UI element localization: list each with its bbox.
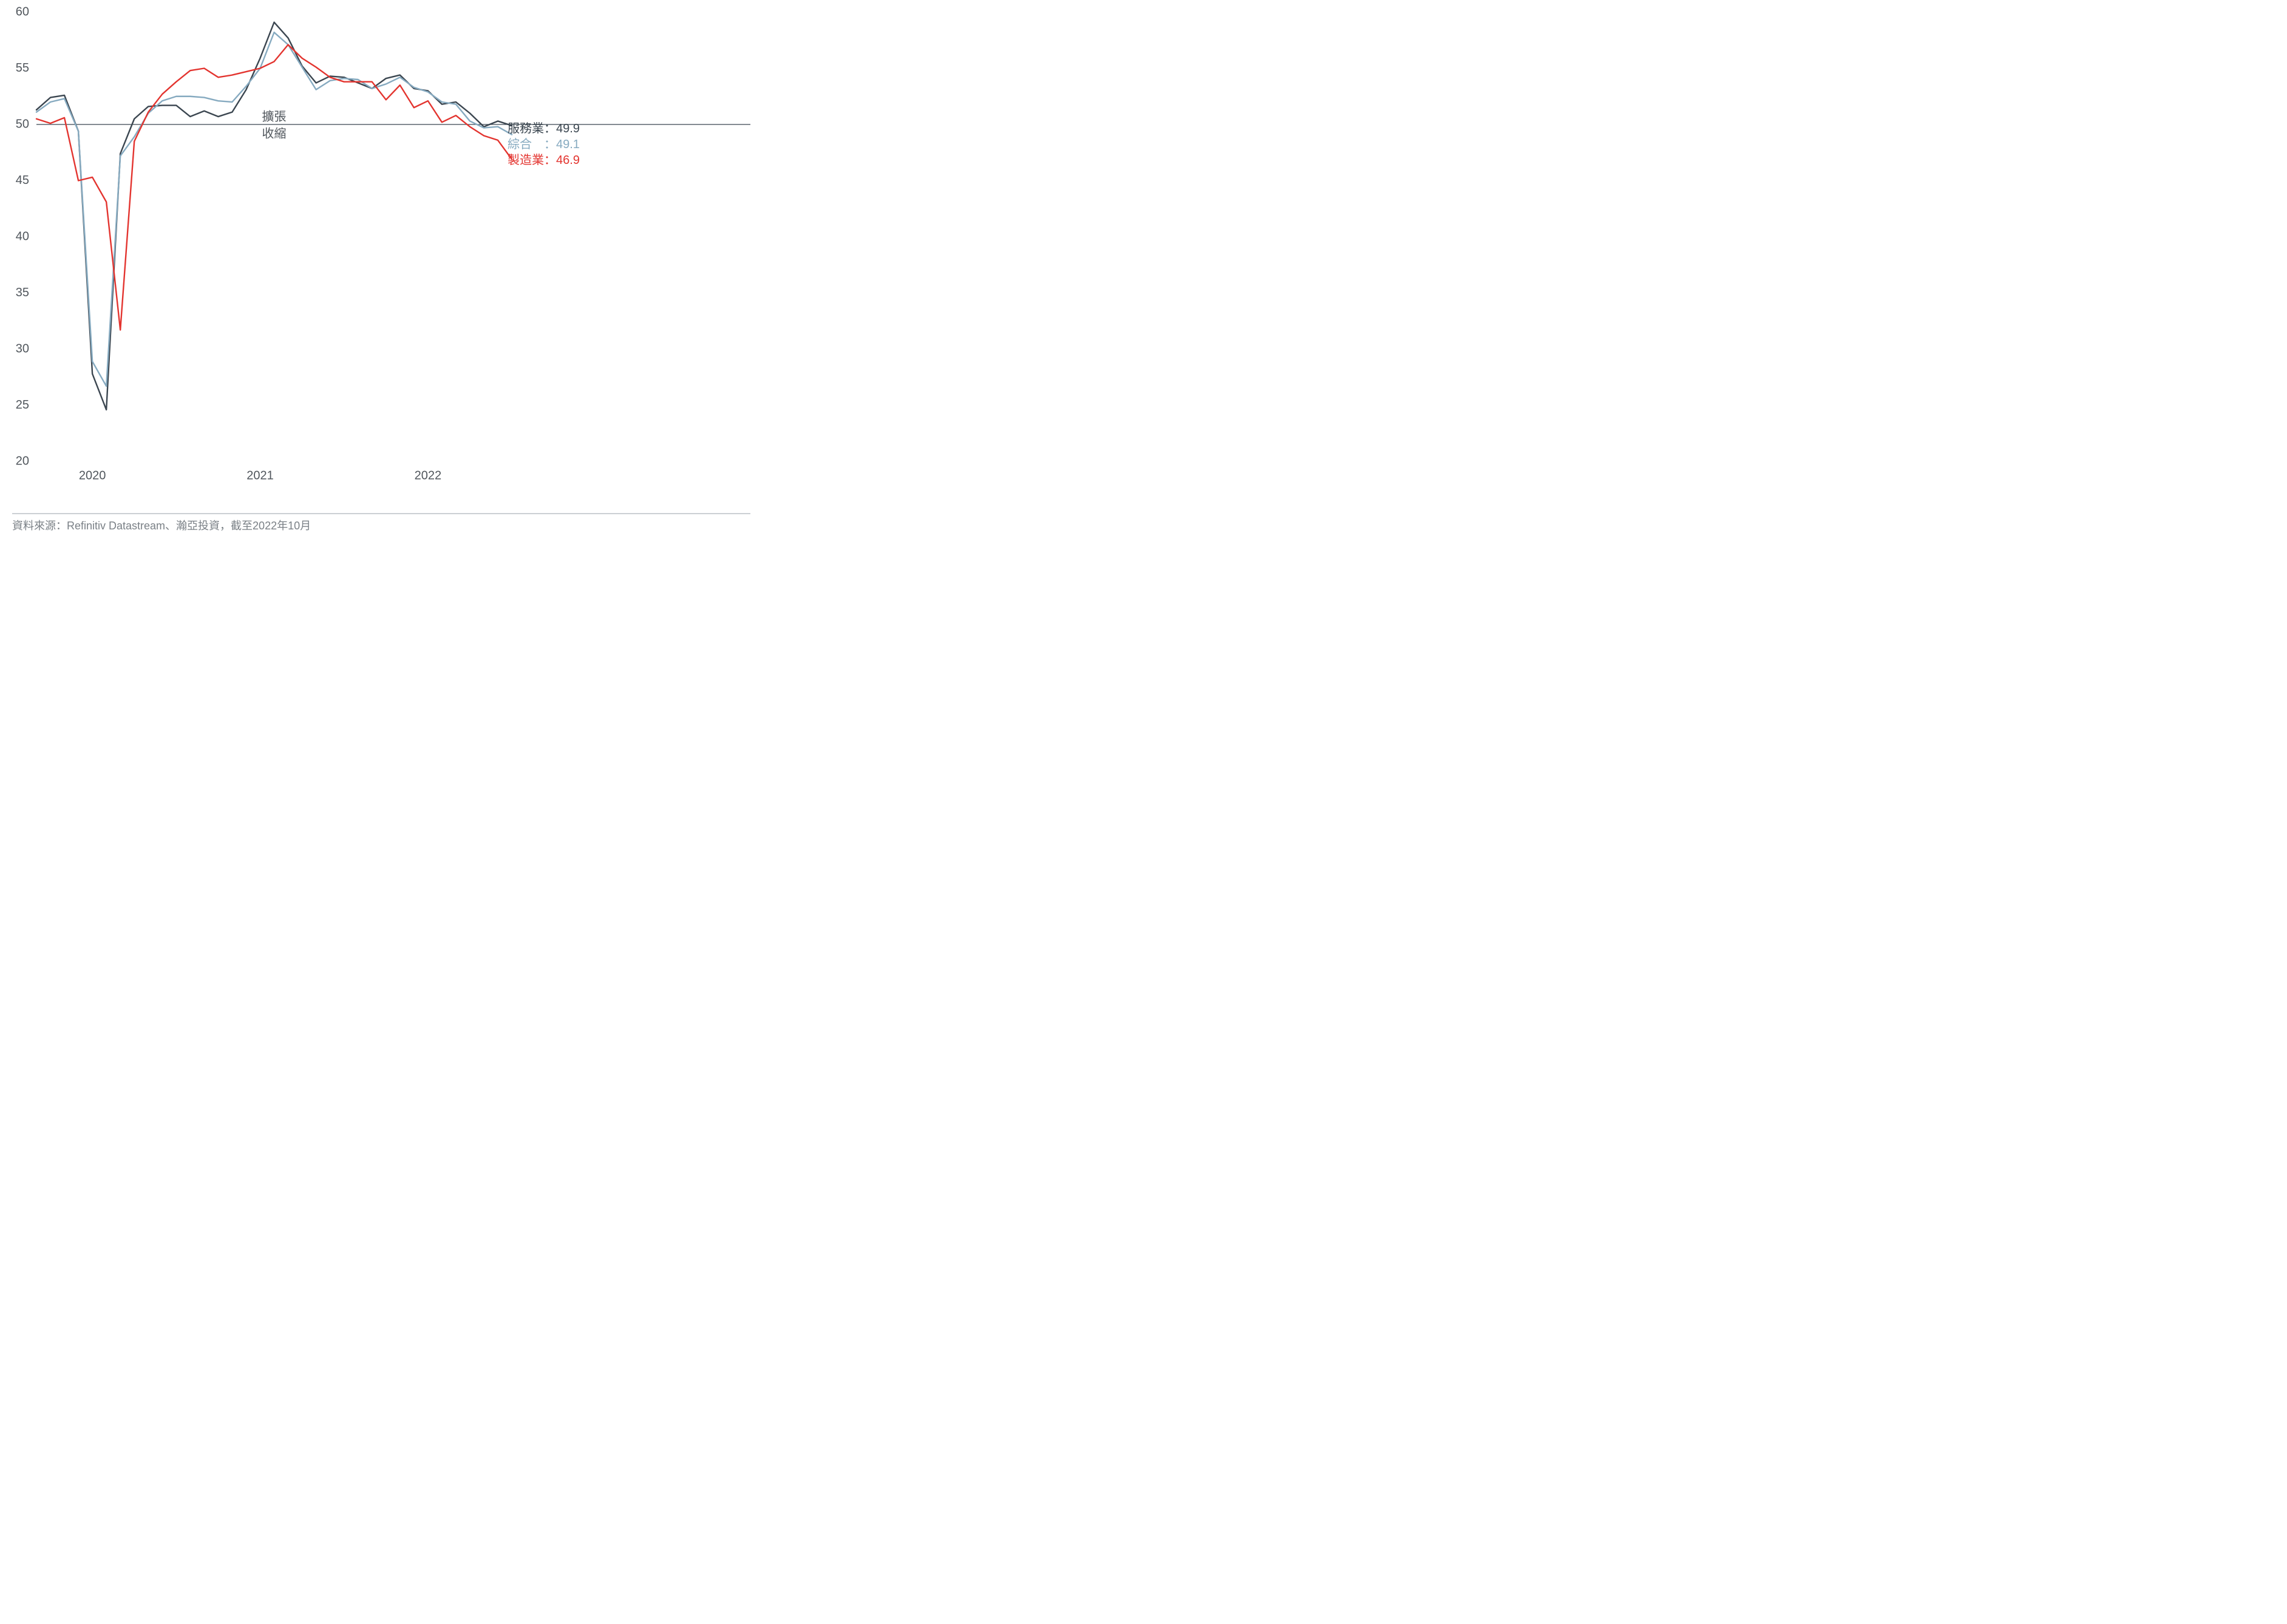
footer-source-text: 資料來源：Refinitiv Datastream、瀚亞投資，截至2022年10…: [12, 520, 311, 532]
reference-label-contraction: 收縮: [262, 126, 287, 140]
pmi-line-chart: 20 25 30 35 40 45 50 55 60 2020 2021 2022 擴張收縮 服務業：49…: [0, 0, 763, 542]
y-tick-label: 25: [16, 398, 29, 412]
series-line-manufacturing: [36, 45, 512, 330]
x-tick-label: 2022: [415, 469, 442, 483]
reference-label-expansion: 擴張: [262, 109, 287, 123]
y-tick-label: 40: [16, 229, 29, 243]
legend-entry-composite: 綜合 ：49.1: [508, 137, 580, 151]
y-tick-label: 20: [16, 454, 29, 467]
x-tick-label: 2020: [79, 469, 106, 483]
y-tick-label: 60: [16, 5, 29, 18]
y-tick-label: 50: [16, 117, 29, 131]
y-tick-label: 45: [16, 174, 29, 187]
y-tick-label: 35: [16, 286, 29, 299]
legend-entry-services: 服務業：49.9: [508, 121, 580, 135]
y-tick-label: 55: [16, 61, 29, 75]
x-tick-label: 2021: [246, 469, 274, 483]
y-tick-label: 30: [16, 342, 29, 355]
legend-entry-manufacturing: 製造業：46.9: [508, 153, 580, 167]
chart-svg: 20 25 30 35 40 45 50 55 60 2020 2021 2022 擴張收縮 服務業：49…: [0, 0, 763, 542]
